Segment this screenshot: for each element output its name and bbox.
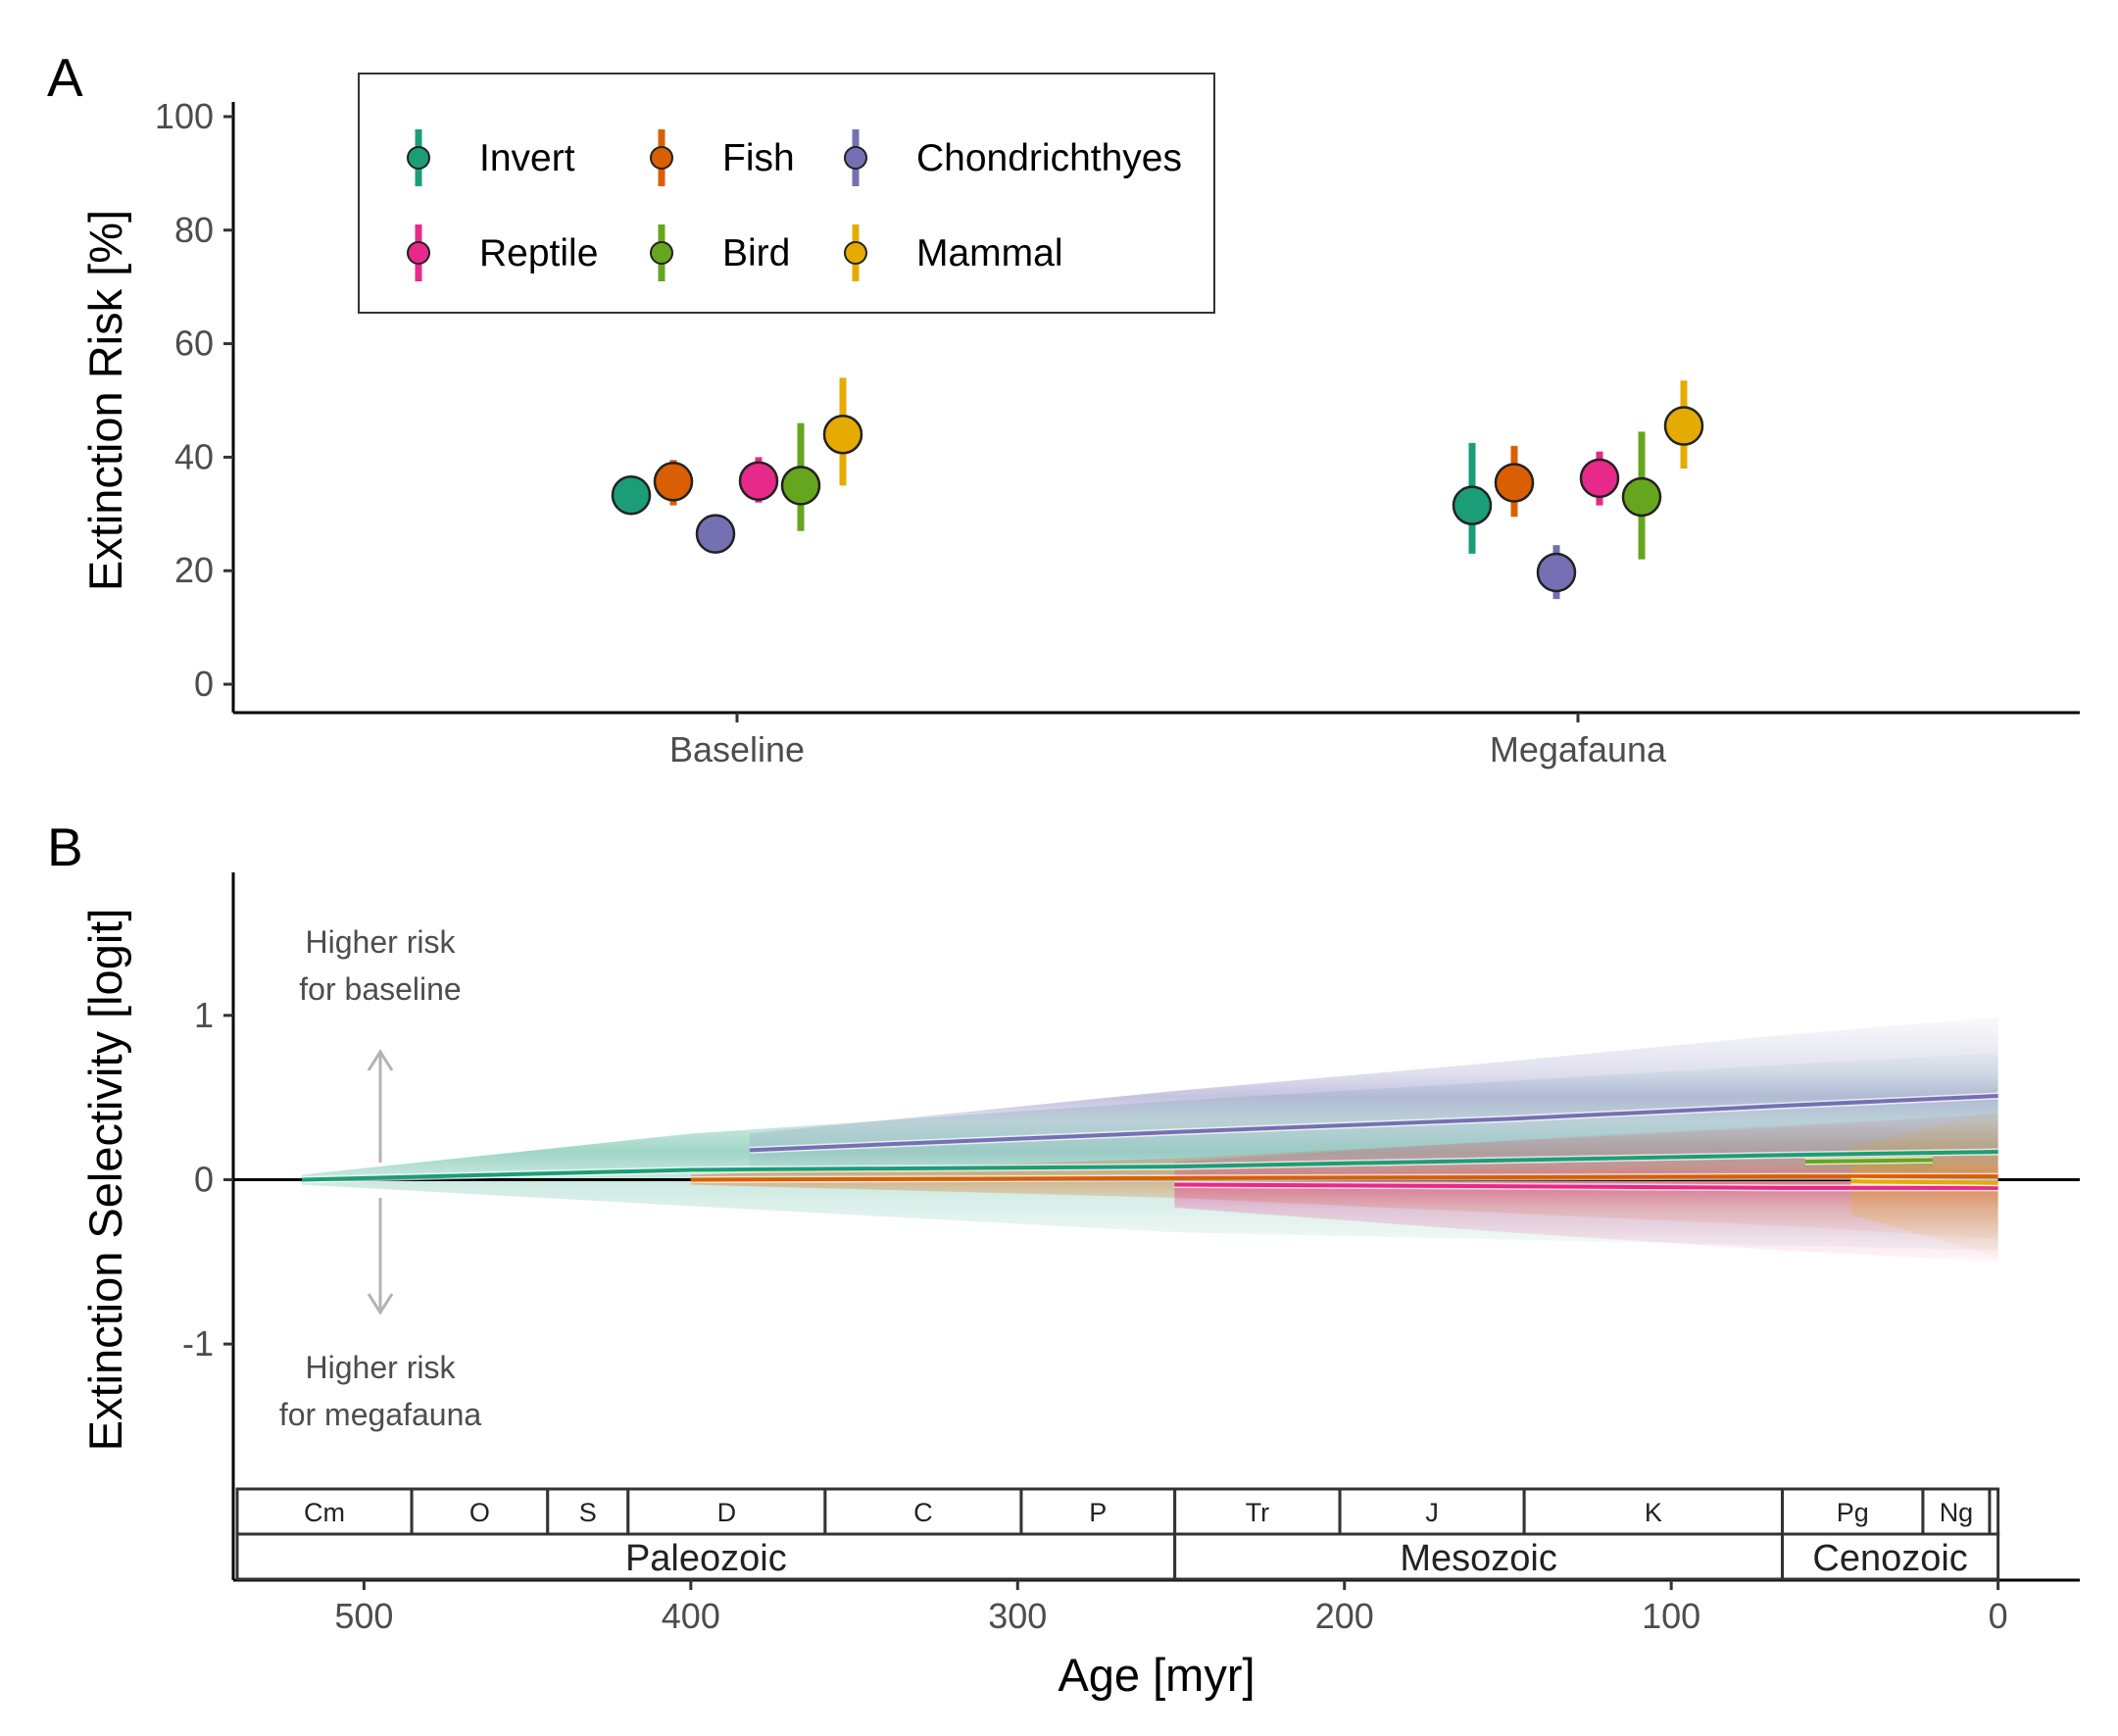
median-line-fish [690,1174,1998,1182]
y-tick-label: 0 [194,1160,214,1200]
period-label-s: S [579,1498,597,1527]
geologic-timescale: Cm O S D C P Tr J K Pg Ng Paleozoic Mesozoic Cenozoic [235,1487,2000,1581]
y-tick-label: 60 [174,323,214,364]
median-line-reptile [1174,1182,1998,1190]
legend-key-point-reptile [407,241,430,265]
period-label-j: J [1425,1498,1439,1527]
period-box [823,1487,1023,1536]
y-tick-label: 40 [174,436,214,476]
legend-box [358,73,1215,314]
panel-a: A 0 20 40 60 80 100 Baseline Megafauna Extinction… [47,47,2080,769]
y-tick-label: 1 [194,995,214,1035]
period-label-d: D [717,1498,737,1527]
legend-key-point-bird [650,241,673,265]
period-box [626,1487,827,1536]
point-chondrichthyes-megafauna [1536,552,1577,593]
era-box [1173,1532,1785,1581]
period-box [1921,1487,1992,1536]
median-line-invert [301,1150,1998,1182]
point-chondrichthyes-baseline [695,514,736,554]
median-line-mammal [1850,1179,1998,1185]
x-tick-label: 400 [662,1596,720,1636]
legend-key-point-mammal [844,241,867,265]
legend-key-point-invert [407,146,430,170]
point-invert-megafauna [1452,485,1493,525]
point-invert-baseline [611,474,652,516]
annotation-lower-line-2: for megafauna [279,1397,482,1432]
point-fish-baseline [653,462,694,502]
era-label-paleozoic: Paleozoic [625,1538,787,1579]
era-label-cenozoic: Cenozoic [1812,1538,1967,1579]
period-label-c: C [913,1498,933,1527]
y-tick-label: 20 [174,550,214,590]
era-box [1781,1532,2000,1581]
x-tick-label: 100 [1642,1596,1700,1636]
y-tick-label: 0 [194,664,214,704]
point-reptile-megafauna [1579,458,1620,499]
x-tick-label: Baseline [669,729,805,769]
legend-key-point-chondrichthyes [844,146,867,170]
period-box [1781,1487,1925,1536]
y-tick-label: -1 [182,1323,214,1364]
panel-label-b: B [47,817,83,877]
legend-label-chondrichthyes: Chondrichthyes [916,137,1182,179]
median-line-bird [1804,1158,1933,1165]
point-fish-megafauna [1494,463,1535,503]
x-tick-label: 0 [1989,1596,2008,1636]
x-axis-title: Age [myr] [1058,1649,1255,1701]
legend: Invert Fish Chondrichthyes Reptile Bird Mamma… [358,73,1215,314]
y-tick-label: 80 [174,210,214,250]
legend-label-mammal: Mammal [916,232,1063,274]
period-label-pg: Pg [1837,1498,1869,1527]
x-tick-label: 200 [1315,1596,1374,1636]
y-axis-title: Extinction Selectivity [logit] [79,909,131,1452]
legend-label-reptile: Reptile [479,232,598,274]
panel-b: B -1 0 1 500 400 300 200 100 0 Age [myr] Extinction… [47,817,2080,1701]
annotation-upper-line-1: Higher risk [306,924,457,960]
x-tick-label: 300 [988,1596,1047,1636]
arrow-head-up [367,1049,394,1071]
period-label-tr: Tr [1246,1498,1269,1527]
annotation-upper-line-2: for baseline [299,971,461,1007]
double-arrow [367,1049,394,1315]
period-box [1988,1487,2000,1536]
y-axis-title: Extinction Risk [%] [79,210,131,591]
period-label-p: P [1089,1498,1107,1527]
panel-label-a: A [47,47,83,108]
arrow-head-down [367,1293,394,1315]
period-label-o: O [469,1498,490,1527]
point-mammal-baseline [822,414,863,455]
x-tick-label: 500 [334,1596,393,1636]
legend-label-invert: Invert [479,137,575,179]
x-tick-label: Megafauna [1490,729,1667,769]
annotation-lower-line-1: Higher risk [306,1350,457,1385]
legend-label-bird: Bird [722,232,790,274]
period-label-ng: Ng [1940,1498,1974,1527]
era-label-mesozoic: Mesozoic [1400,1538,1557,1579]
period-label-k: K [1645,1498,1662,1527]
median-line-chondrichthyes [749,1094,1998,1153]
point-bird-baseline [780,466,821,506]
legend-key-point-fish [650,146,673,170]
y-tick-label: 100 [155,96,214,136]
period-label-cm: Cm [304,1498,345,1527]
point-reptile-baseline [738,461,779,501]
point-mammal-megafauna [1663,406,1704,446]
period-box [235,1487,414,1536]
legend-label-fish: Fish [722,137,795,179]
point-bird-megafauna [1621,476,1662,518]
